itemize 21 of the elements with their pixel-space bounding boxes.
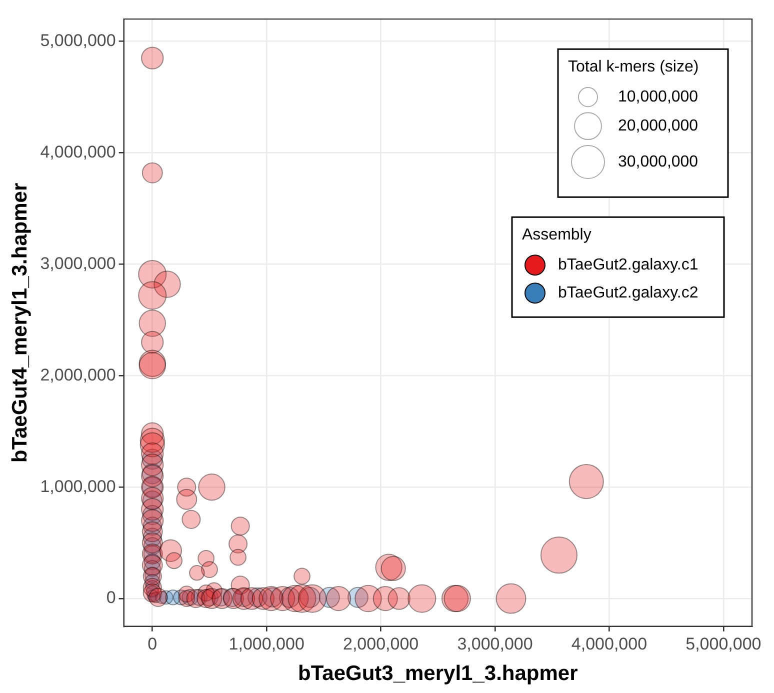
legend-label: 20,000,000: [618, 117, 698, 134]
annotation: Total k-mers (size): [568, 58, 699, 76]
y-tick-label: 4,000,000: [40, 142, 116, 162]
x-axis-title: bTaeGut3_meryl1_3.hapmer: [298, 662, 578, 686]
legend-label: 30,000,000: [618, 153, 698, 170]
y-tick-label: 2,000,000: [40, 365, 116, 384]
y-tick-label: 3,000,000: [40, 254, 116, 273]
x-tick-label: 2,000,000: [342, 634, 419, 654]
x-tick-label: 3,000,000: [457, 634, 533, 654]
x-tick-label: 1,000,000: [228, 634, 304, 654]
x-tick-label: 4,000,000: [571, 634, 648, 654]
y-tick-label: 1,000,000: [40, 476, 116, 496]
x-tick-label: 0: [148, 634, 158, 654]
legend-label: bTaeGut2.galaxy.c2: [558, 284, 698, 302]
y-axis-title: bTaeGut4_meryl1_3.hapmer: [8, 182, 32, 463]
legend-label: bTaeGut2.galaxy.c1: [558, 256, 698, 274]
legend-label: 10,000,000: [618, 88, 698, 106]
legend-title: Assembly: [522, 226, 592, 244]
y-tick-label: 0: [106, 588, 116, 608]
y-tick-label: 5,000,000: [40, 31, 116, 50]
x-tick-label: 5,000,000: [686, 634, 762, 654]
